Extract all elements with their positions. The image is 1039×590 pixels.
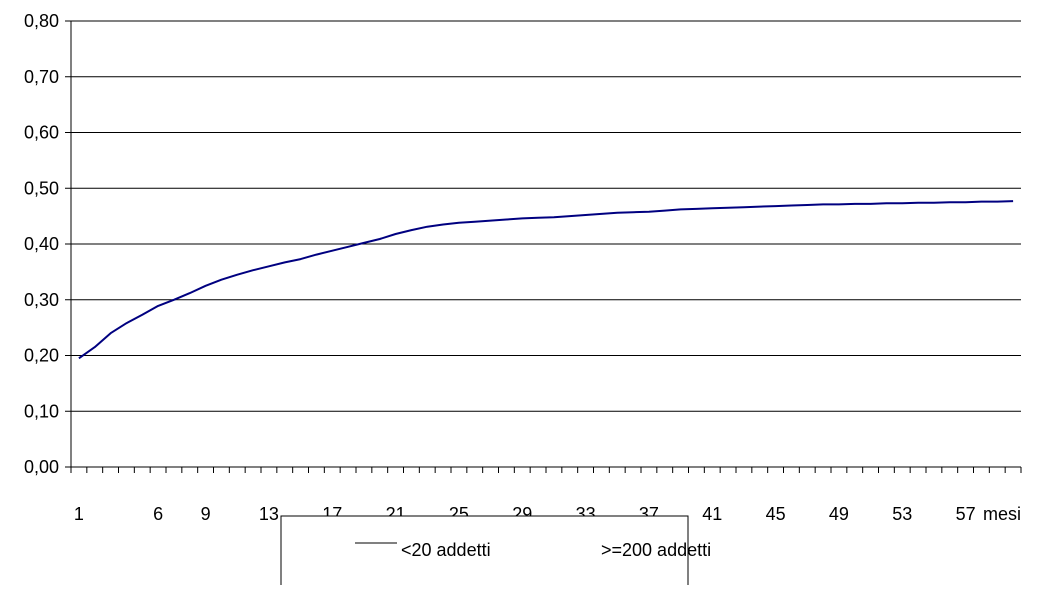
x-tick-label-3: 13 [259,504,279,524]
legend-label-small-firms: <20 addetti [401,540,491,560]
y-tick-label-6: 0,60 [24,123,59,143]
legend: <20 addetti >=200 addetti [280,515,711,590]
x-tick-label-2: 9 [201,504,211,524]
y-tick-label-8: 0,80 [24,11,59,31]
series [78,200,1014,360]
x-tick-label-1: 6 [153,504,163,524]
y-axis-ticks: 0,00 0,10 0,20 0,30 0,40 0,50 0,60 0,70 0,80 [24,11,71,477]
y-tick-label-0: 0,00 [24,457,59,477]
series-line-1 [78,200,1014,360]
x-axis-ticks: 1 6 9 13 17 21 25 29 33 37 41 45 49 53 57 [70,467,1022,524]
y-tick-label-2: 0,20 [24,346,59,366]
x-tick-label-14: 57 [956,504,976,524]
y-tick-label-5: 0,50 [24,178,59,198]
legend-label-large-firms: >=200 addetti [601,540,711,560]
y-tick-label-7: 0,70 [24,67,59,87]
grid [71,20,1021,412]
x-tick-label-12: 49 [829,504,849,524]
x-tick-label-0: 1 [74,504,84,524]
y-tick-label-1: 0,10 [24,401,59,421]
x-axis-label: mesi [983,504,1021,524]
x-tick-label-13: 53 [892,504,912,524]
x-tick-label-11: 45 [766,504,786,524]
x-tick-label-10: 41 [702,504,722,524]
legend-box [280,515,689,590]
y-tick-label-3: 0,30 [24,290,59,310]
y-tick-label-4: 0,40 [24,234,59,254]
